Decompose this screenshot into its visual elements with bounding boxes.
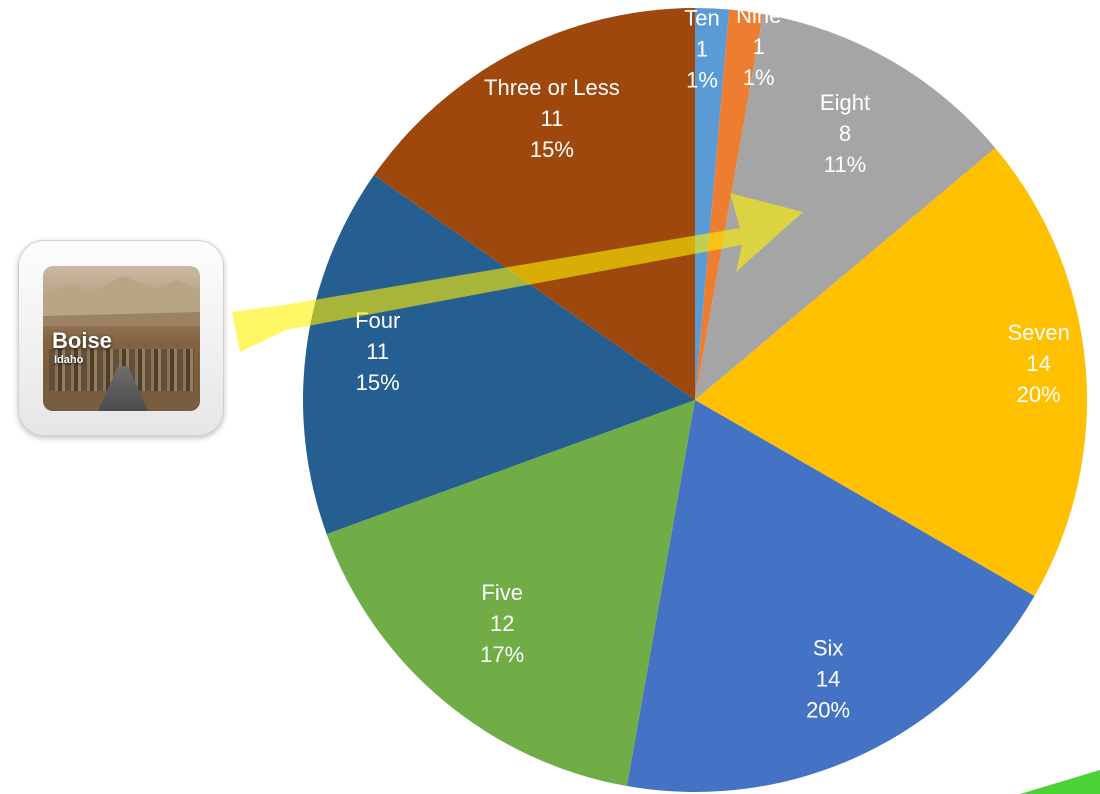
highlight-arrow xyxy=(232,193,803,352)
label-nine: Nine 1 1% xyxy=(736,3,781,90)
label-percent: 1% xyxy=(743,65,775,90)
label-value: 8 xyxy=(839,121,851,146)
slice-seven[interactable] xyxy=(695,148,1087,596)
label-percent: 15% xyxy=(530,137,574,162)
label-seven: Seven 14 20% xyxy=(1008,320,1070,407)
tile-state-name: Idaho xyxy=(54,354,84,366)
label-name: Nine xyxy=(736,3,781,28)
label-value: 11 xyxy=(366,339,389,364)
label-percent: 1% xyxy=(686,67,718,92)
boise-tile[interactable]: Boise Idaho xyxy=(18,240,224,436)
label-value: 12 xyxy=(490,611,514,636)
label-value: 1 xyxy=(753,34,765,59)
label-percent: 17% xyxy=(480,642,524,667)
slice-five[interactable] xyxy=(326,400,695,787)
pie-slices xyxy=(302,7,1087,792)
label-value: 14 xyxy=(1026,351,1050,376)
label-five: Five 12 17% xyxy=(480,580,524,667)
label-name: Ten xyxy=(684,5,719,30)
label-name: Six xyxy=(813,636,844,661)
slice-six[interactable] xyxy=(626,400,1035,792)
corner-accent xyxy=(1020,770,1100,794)
label-percent: 20% xyxy=(806,698,850,723)
label-ten: Ten 1 1% xyxy=(684,5,719,92)
city-photo: Boise Idaho xyxy=(43,266,200,411)
label-value: 14 xyxy=(816,667,840,692)
label-six: Six 14 20% xyxy=(806,636,850,723)
label-name: Three or Less xyxy=(484,75,620,100)
label-name: Five xyxy=(481,580,523,605)
label-name: Eight xyxy=(820,90,870,115)
label-value: 1 xyxy=(696,36,708,61)
slice-labels: Ten 1 1%Nine 1 1%Eight 8 11%Seven 14 20%Six 14 20%… xyxy=(355,3,1070,723)
label-value: 11 xyxy=(540,106,563,131)
slice-nine[interactable] xyxy=(695,9,764,401)
slice-eight[interactable] xyxy=(695,13,996,401)
tile-city-name: Boise xyxy=(52,328,112,353)
label-percent: 20% xyxy=(1017,382,1061,407)
slice-four[interactable] xyxy=(302,175,695,535)
label-name: Seven xyxy=(1008,320,1070,345)
label-percent: 11% xyxy=(824,152,866,177)
slice-ten[interactable] xyxy=(695,7,730,400)
slice-three-or-less[interactable] xyxy=(373,8,695,400)
label-percent: 15% xyxy=(356,370,400,395)
label-eight: Eight 8 11% xyxy=(820,90,870,177)
label-three-or-less: Three or Less 11 15% xyxy=(484,75,620,162)
